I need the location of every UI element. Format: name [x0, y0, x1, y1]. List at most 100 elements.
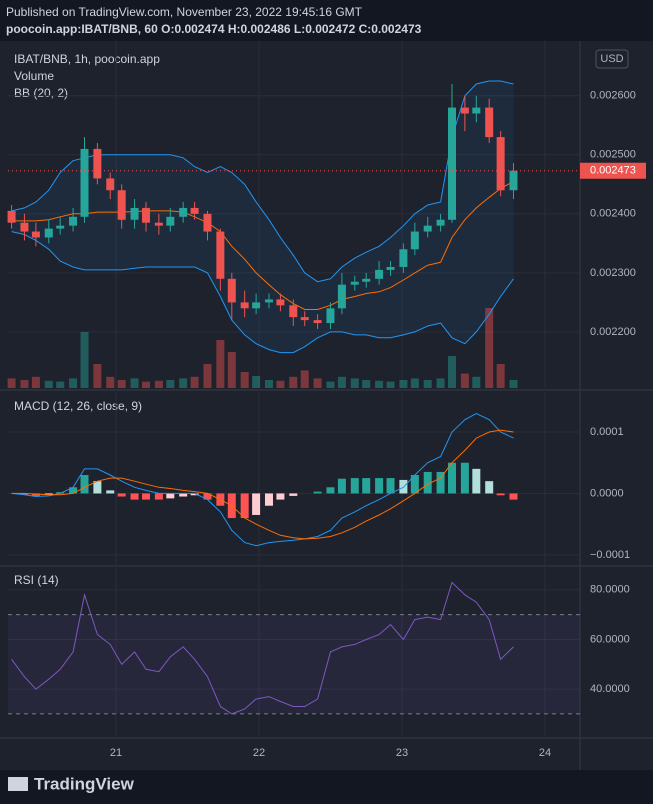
- volume-bar: [31, 376, 40, 388]
- y-tick-label: 0.002600: [590, 90, 636, 102]
- chart-area: [0, 41, 653, 770]
- volume-bar: [375, 380, 384, 388]
- rsi-legend: RSI (14): [14, 573, 59, 587]
- candle-body: [227, 278, 236, 303]
- y-tick-label: 60.0000: [590, 633, 630, 645]
- candle-body: [362, 278, 371, 282]
- candle-body: [313, 320, 322, 324]
- macd-histogram-bar: [130, 493, 139, 500]
- macd-histogram-bar: [276, 493, 285, 500]
- macd-histogram-bar: [264, 493, 273, 506]
- candle-body: [56, 225, 65, 229]
- y-tick-label: 80.0000: [590, 584, 630, 596]
- volume-bar: [362, 380, 371, 388]
- macd-histogram-bar: [179, 493, 188, 497]
- last-price-box: [580, 162, 646, 179]
- volume-bar: [166, 380, 175, 388]
- volume-bar: [313, 378, 322, 388]
- candle-body: [203, 213, 212, 232]
- y-tick-label: −0.0001: [590, 549, 630, 561]
- candle-body: [141, 207, 150, 223]
- macd-histogram-bar: [141, 493, 150, 500]
- volume-bar: [93, 364, 102, 388]
- candle-body: [289, 305, 298, 318]
- volume-bar: [227, 352, 236, 388]
- macd-histogram-bar: [31, 493, 40, 496]
- macd-histogram-bar: [80, 475, 89, 494]
- volume-bar: [423, 380, 432, 388]
- volume-bar: [472, 376, 481, 388]
- candle-body: [326, 308, 335, 324]
- candle-body: [300, 317, 309, 321]
- macd-histogram-bar: [423, 471, 432, 494]
- candle-body: [423, 225, 432, 232]
- candle-body: [496, 137, 505, 191]
- volume-bar: [216, 340, 225, 388]
- candle-body: [93, 148, 102, 179]
- macd-legend: MACD (12, 26, close, 9): [14, 399, 142, 413]
- macd-histogram-bar: [472, 468, 481, 494]
- volume-bar: [80, 332, 89, 388]
- candle-body: [375, 269, 384, 279]
- candle-body: [106, 178, 115, 191]
- candle-body: [179, 207, 188, 217]
- volume-bar: [106, 376, 115, 388]
- volume-bar: [117, 380, 126, 388]
- rsi-line: [11, 581, 514, 715]
- currency-box[interactable]: [595, 49, 629, 69]
- volume-bar: [44, 380, 53, 388]
- candle-body: [117, 190, 126, 220]
- volume-bar: [436, 378, 445, 388]
- macd-histogram-bar: [436, 471, 445, 494]
- macd-histogram-bar: [44, 493, 53, 495]
- candle-body: [130, 207, 139, 220]
- x-tick-label: 21: [110, 747, 122, 759]
- bb-legend: BB (20, 2): [14, 86, 68, 100]
- macd-histogram-bar: [117, 493, 126, 497]
- volume-bar: [399, 380, 408, 388]
- candle-body: [436, 219, 445, 226]
- candle-body: [240, 302, 249, 309]
- candle-body: [190, 207, 199, 214]
- volume-bar: [252, 376, 261, 388]
- bb-fill: [11, 81, 514, 353]
- volume-bar: [240, 372, 249, 388]
- candle-body: [350, 281, 359, 285]
- main-legend: IBAT/BNB, 1h, poocoin.app: [14, 52, 160, 66]
- candle-body: [31, 231, 40, 238]
- y-tick-label: 0.0001: [590, 426, 624, 438]
- volume-bar: [20, 380, 29, 388]
- macd-histogram-bar: [154, 493, 163, 500]
- candle-body: [44, 228, 53, 238]
- macd-histogram-bar: [313, 491, 322, 494]
- volume-bar: [509, 380, 518, 388]
- macd-histogram-bar: [56, 492, 65, 494]
- volume-bar: [190, 376, 199, 388]
- macd-histogram-bar: [252, 493, 261, 515]
- candle-body: [472, 107, 481, 114]
- macd-histogram-bar: [509, 493, 518, 500]
- volume-bar: [386, 381, 395, 388]
- macd-histogram-bar: [106, 490, 115, 494]
- y-tick-label: 0.0000: [590, 487, 624, 499]
- candle-body: [7, 210, 16, 223]
- brand: TradingView: [34, 774, 135, 793]
- y-tick-label: 40.0000: [590, 683, 630, 695]
- x-tick-label: 24: [539, 747, 551, 759]
- volume-bar: [337, 376, 346, 388]
- volume-bar: [410, 378, 419, 388]
- volume-bar: [141, 381, 150, 388]
- candle-body: [399, 249, 408, 267]
- candle-body: [216, 231, 225, 279]
- signal-line: [11, 429, 514, 540]
- published-text: Published on TradingView.com, November 2…: [6, 5, 363, 19]
- macd-histogram-bar: [240, 493, 249, 519]
- candle-body: [20, 222, 29, 232]
- volume-bar: [154, 380, 163, 388]
- y-tick-label: 0.002400: [590, 208, 636, 220]
- currency[interactable]: USD: [600, 53, 623, 65]
- macd-histogram-bar: [460, 462, 469, 494]
- bb-basis: [11, 180, 514, 310]
- candle-body: [264, 299, 273, 303]
